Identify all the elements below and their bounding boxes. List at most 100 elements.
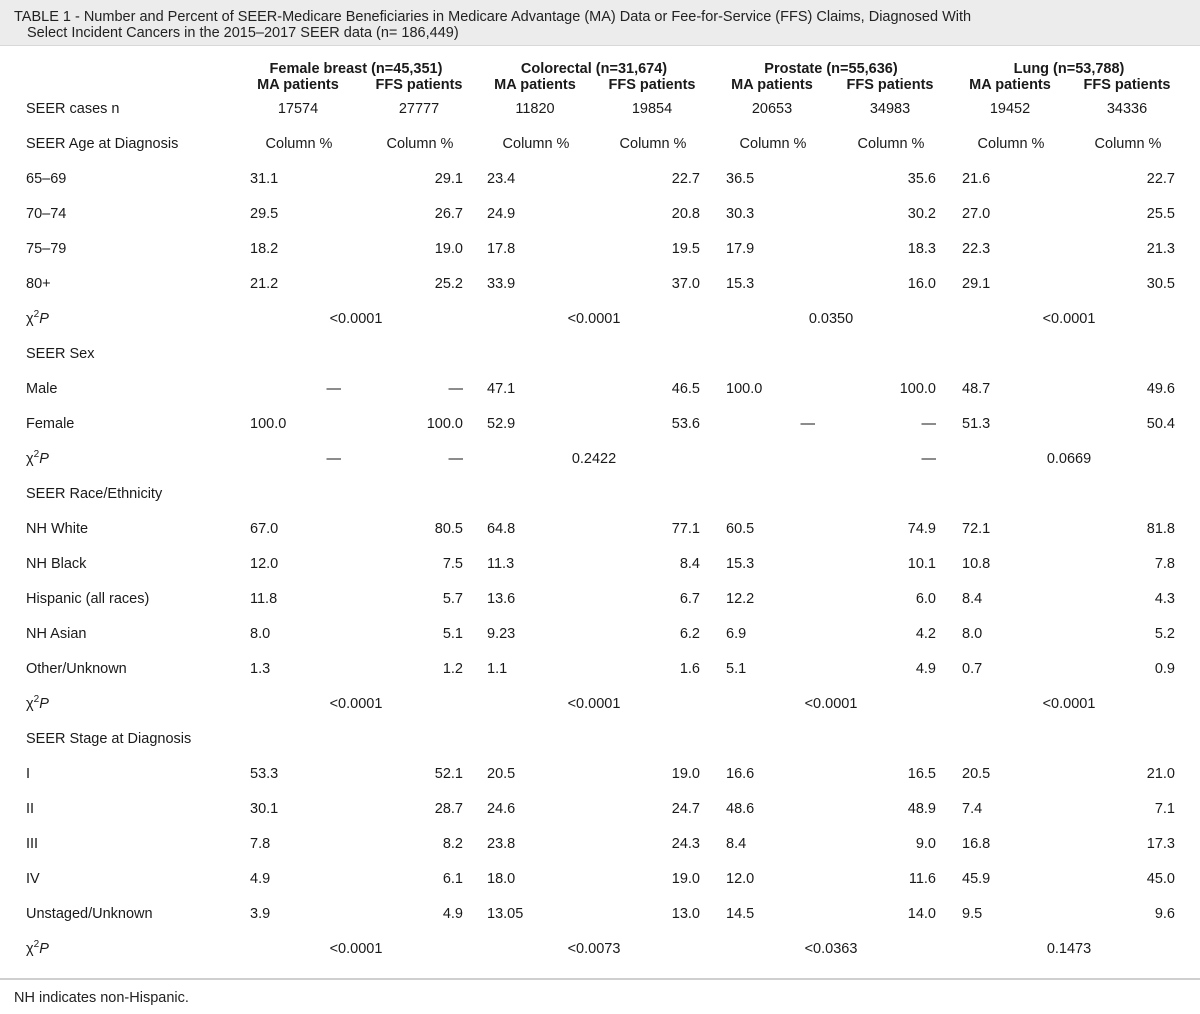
- footnote: NH indicates non-Hispanic.: [14, 990, 189, 1006]
- row-label: III: [26, 836, 39, 852]
- column-header: FFS patients: [608, 77, 696, 93]
- table-cell: 19.0: [671, 766, 700, 782]
- group-header: Colorectal (n=31,674): [520, 61, 668, 77]
- chi-symbol: χ: [26, 451, 34, 467]
- table-cell: 9.6: [1154, 906, 1175, 922]
- table-cell: 45.9: [962, 871, 991, 887]
- p-value: 0.0350: [808, 311, 854, 327]
- table-cell: 6.7: [679, 591, 700, 607]
- table-cell: 12.0: [726, 871, 755, 887]
- table-cell: 22.3: [962, 241, 991, 257]
- p-value: 0.2422: [571, 451, 617, 467]
- table-cell: 5.1: [726, 661, 747, 677]
- table-cell: 35.6: [907, 171, 936, 187]
- table-cell: 9.0: [915, 836, 936, 852]
- group-header: Lung (n=53,788): [1013, 61, 1125, 77]
- table-cell: 47.1: [487, 381, 516, 397]
- table-cell: 18.3: [907, 241, 936, 257]
- table-cell: 12.2: [726, 591, 755, 607]
- table-cell: 0.7: [962, 661, 983, 677]
- p-symbol: P: [39, 311, 49, 327]
- chi-superscript: 2: [33, 449, 40, 460]
- chi-symbol: χ: [26, 311, 34, 327]
- chi-superscript: 2: [33, 309, 40, 320]
- table-cell: 7.8: [250, 836, 271, 852]
- table-cell: 30.1: [250, 801, 279, 817]
- row-label: Unstaged/Unknown: [26, 906, 153, 922]
- p-value: —: [326, 451, 342, 467]
- row-label: I: [26, 766, 31, 782]
- table-cell: 30.5: [1146, 276, 1175, 292]
- table-cell: 8.0: [250, 626, 271, 642]
- table-cell: 16.6: [726, 766, 755, 782]
- table-cell: 5.1: [442, 626, 463, 642]
- table-cell: 10.1: [907, 556, 936, 572]
- table-cell: 31.1: [250, 171, 279, 187]
- table-cell: 77.1: [671, 521, 700, 537]
- row-label: 65–69: [26, 171, 67, 187]
- column-header: FFS patients: [375, 77, 463, 93]
- table-cell: 6.1: [442, 871, 463, 887]
- table-cell: 19854: [631, 101, 673, 117]
- table-cell: 6.2: [679, 626, 700, 642]
- column-header: FFS patients: [1083, 77, 1171, 93]
- column-header: FFS patients: [846, 77, 934, 93]
- table-cell: 30.2: [907, 206, 936, 222]
- table-cell: 11.8: [250, 591, 278, 607]
- table-cell: —: [448, 381, 464, 397]
- table-cell: 4.3: [1154, 591, 1175, 607]
- table-cell: 81.8: [1146, 521, 1175, 537]
- caption-line-2: Select Incident Cancers in the 2015–2017…: [27, 25, 459, 41]
- p-value: <0.0001: [329, 311, 383, 327]
- table-cell: 15.3: [726, 556, 755, 572]
- table-cell: 7.1: [1154, 801, 1175, 817]
- table-cell: 21.3: [1146, 241, 1175, 257]
- row-label: SEER cases n: [26, 101, 120, 117]
- table-cell: 4.9: [250, 871, 271, 887]
- table-cell: 50.4: [1146, 416, 1175, 432]
- table-cell: 49.6: [1146, 381, 1175, 397]
- chi-symbol: χ: [26, 941, 34, 957]
- table-cell: 33.9: [487, 276, 516, 292]
- table-cell: Column %: [1094, 136, 1162, 152]
- row-label: 70–74: [26, 206, 67, 222]
- p-value: <0.0001: [567, 696, 621, 712]
- table-cell: 1.6: [679, 661, 700, 677]
- group-header: Female breast (n=45,351): [269, 61, 443, 77]
- table-cell: 37.0: [671, 276, 700, 292]
- table-cell: 36.5: [726, 171, 755, 187]
- table-cell: 48.7: [962, 381, 991, 397]
- table-cell: 22.7: [671, 171, 700, 187]
- chi-superscript: 2: [33, 694, 40, 705]
- p-value: —: [448, 451, 464, 467]
- table-cell: 18.0: [487, 871, 516, 887]
- table-cell: 48.6: [726, 801, 755, 817]
- table-cell: 16.5: [907, 766, 936, 782]
- table-cell: 15.3: [726, 276, 755, 292]
- table-cell: 8.2: [442, 836, 463, 852]
- chi-square-p-label: χ2P: [26, 694, 49, 712]
- table-cell: 21.6: [962, 171, 991, 187]
- table-cell: 24.9: [487, 206, 516, 222]
- table-cell: 100.0: [726, 381, 763, 397]
- table-cell: 21.0: [1146, 766, 1175, 782]
- table-cell: 4.9: [442, 906, 463, 922]
- p-symbol: P: [39, 696, 49, 712]
- table-cell: 14.5: [726, 906, 755, 922]
- p-symbol: P: [39, 451, 49, 467]
- table-cell: —: [921, 416, 937, 432]
- table-cell: 29.1: [962, 276, 991, 292]
- p-value: <0.0001: [1042, 696, 1096, 712]
- column-header: MA patients: [969, 77, 1051, 93]
- table-cell: 53.6: [671, 416, 700, 432]
- table-cell: 22.7: [1146, 171, 1175, 187]
- table-cell: 9.5: [962, 906, 983, 922]
- table-cell: 13.6: [487, 591, 516, 607]
- table-cell: 4.2: [915, 626, 936, 642]
- table-cell: 5.7: [442, 591, 463, 607]
- table-cell: 53.3: [250, 766, 279, 782]
- table-cell: 18.2: [250, 241, 279, 257]
- table-cell: 9.23: [487, 626, 516, 642]
- table-cell: 11.6: [908, 871, 936, 887]
- table-cell: 16.8: [962, 836, 991, 852]
